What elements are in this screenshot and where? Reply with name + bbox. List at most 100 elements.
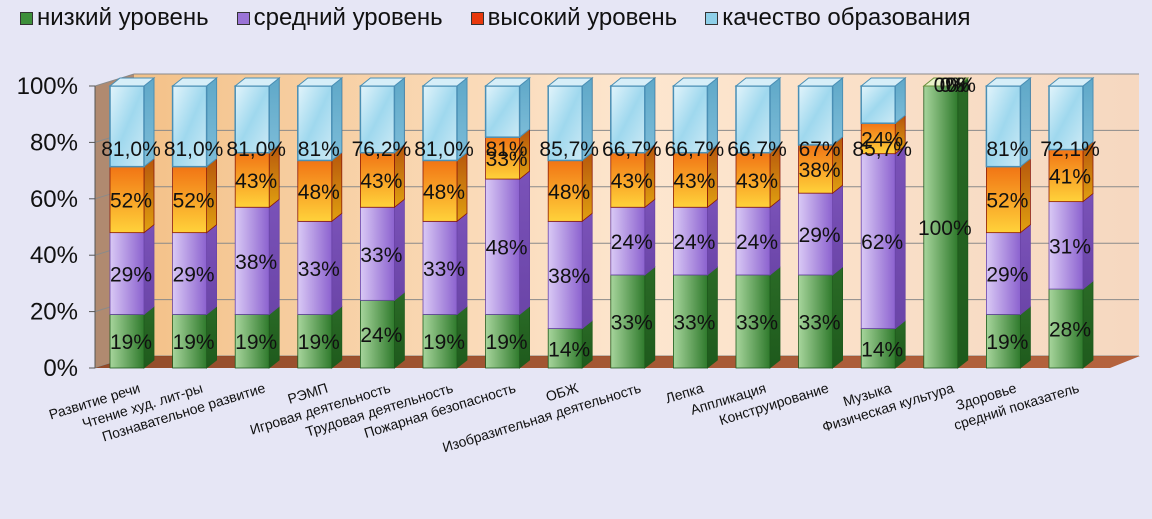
bar-top	[984, 77, 1032, 87]
bar-top	[108, 77, 156, 87]
bar-top	[171, 77, 219, 87]
data-label-mid: 24%	[673, 231, 715, 254]
bar-side	[832, 76, 844, 146]
bar-segment-quality	[359, 85, 396, 154]
bar-group	[108, 76, 156, 369]
data-label-low: 33%	[736, 311, 778, 334]
bar-segment	[610, 206, 646, 276]
data-label-low: 19%	[486, 331, 528, 354]
bar-segment	[109, 232, 145, 315]
bar-segment	[172, 232, 208, 315]
bar-group	[734, 76, 782, 369]
data-label-high: 43%	[360, 170, 402, 193]
bar-group	[922, 77, 970, 369]
bar-segment	[1048, 288, 1084, 369]
data-label-quality: 66,7%	[665, 138, 725, 161]
data-label-mid: 62%	[861, 231, 903, 254]
data-label-quality: 81,0%	[414, 138, 474, 161]
data-label-low: 33%	[611, 311, 653, 334]
bar-group	[358, 76, 406, 369]
bar-segment-quality	[610, 85, 646, 154]
legend-item-mid: средний уровень	[236, 4, 443, 32]
bar-segment	[798, 192, 833, 276]
bar-top	[734, 77, 782, 87]
data-label-high: 43%	[736, 170, 778, 193]
bar-top	[358, 77, 406, 87]
data-label-mid: 29%	[173, 264, 215, 287]
data-label-mid: 29%	[110, 264, 152, 287]
bar-segment	[1048, 201, 1084, 290]
data-label-high: 52%	[173, 190, 215, 213]
chart-legend: низкий уровень средний уровень высокий у…	[20, 4, 970, 32]
bar-top	[484, 77, 532, 87]
legend-swatch-quality	[705, 11, 719, 25]
bar-group	[797, 76, 845, 369]
x-tick-label: Изобразительная деятельность	[440, 380, 642, 456]
bar-segment-quality	[985, 85, 1022, 168]
y-tick-label: 60%	[30, 186, 78, 213]
bar-top	[546, 77, 594, 87]
bar-segment	[923, 85, 959, 369]
bar-group	[546, 76, 594, 369]
data-label-low: 100%	[918, 217, 972, 240]
bar-top	[922, 77, 970, 87]
data-label-high: 48%	[298, 181, 340, 204]
bar-segment	[547, 220, 583, 329]
legend-label-quality: качество образования	[722, 4, 971, 31]
data-label-low: 24%	[360, 324, 402, 347]
data-label-mid: 0%	[934, 74, 964, 97]
data-label-quality: 81%	[298, 138, 340, 161]
bar-segment	[297, 220, 333, 315]
bar-group	[233, 76, 281, 369]
data-label-high: 52%	[110, 190, 152, 213]
data-label-mid: 33%	[360, 244, 402, 267]
legend-label-mid: средний уровень	[253, 4, 443, 31]
data-label-low: 33%	[799, 311, 841, 334]
data-label-quality: 81,0%	[226, 138, 286, 161]
bar-segment	[485, 178, 521, 315]
bar-segment	[798, 274, 833, 369]
bar-segment	[485, 314, 521, 369]
legend-label-low: низкий уровень	[37, 4, 209, 31]
y-tick-label: 20%	[30, 299, 78, 326]
gridline-side	[94, 73, 135, 87]
legend-swatch-mid	[236, 11, 250, 25]
bar-segment	[422, 220, 458, 315]
bar-group	[171, 76, 219, 369]
bar-segment	[673, 274, 708, 369]
data-label-quality: 66,7%	[727, 138, 787, 161]
data-label-high: 52%	[986, 190, 1028, 213]
bar-segment	[986, 232, 1021, 315]
bar-top	[859, 77, 907, 87]
bar-segment-quality	[484, 85, 521, 138]
data-label-high: 0%	[940, 74, 970, 97]
data-label-mid: 33%	[423, 258, 465, 281]
bar-group	[609, 76, 657, 369]
data-label-quality: 72,1%	[1040, 138, 1100, 161]
plot-area: 0%20%40%60%80%100%19%29%52%81,0%Развитие…	[17, 73, 1140, 455]
data-label-low: 33%	[673, 311, 715, 334]
data-label-low: 19%	[110, 331, 152, 354]
data-label-low: 14%	[861, 338, 903, 361]
data-label-mid: 24%	[736, 231, 778, 254]
bar-segment-quality	[735, 85, 771, 154]
bar-segment	[735, 206, 771, 276]
data-label-mid: 33%	[298, 258, 340, 281]
y-tick-label: 100%	[17, 73, 78, 100]
data-label-high: 43%	[673, 170, 715, 193]
data-label-mid: 48%	[486, 237, 528, 260]
bar-side	[519, 76, 531, 139]
bar-segment-quality	[672, 85, 709, 154]
bar-group	[484, 76, 532, 369]
bar-group	[859, 76, 907, 369]
bar-top	[296, 77, 344, 87]
legend-item-quality: качество образования	[705, 4, 970, 32]
bar-segment	[610, 274, 646, 369]
data-label-quality: 81,0%	[164, 138, 224, 161]
bar-group	[671, 76, 719, 369]
data-label-quality: 66,7%	[602, 138, 662, 161]
bar-group	[421, 76, 469, 369]
data-label-mid: 29%	[799, 224, 841, 247]
bar-segment-quality	[422, 85, 458, 162]
